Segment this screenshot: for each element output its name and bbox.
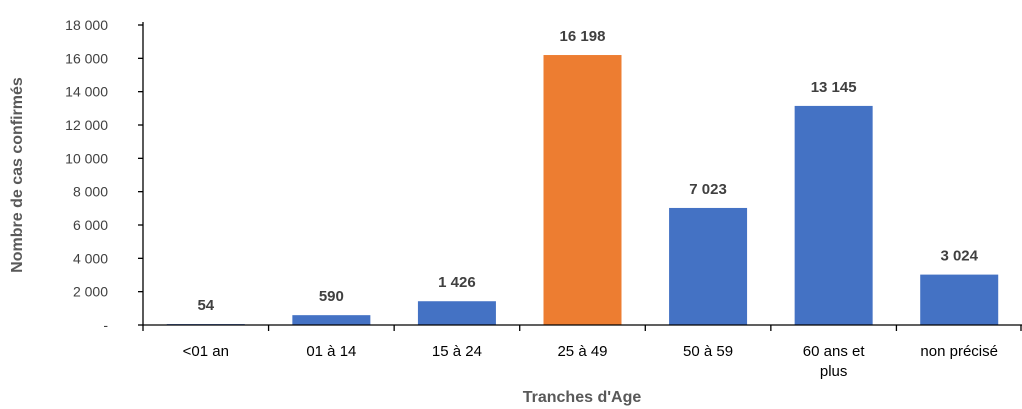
y-tick-label: 4 000	[73, 250, 108, 266]
y-tick-label: -	[103, 317, 108, 333]
y-tick-label: 18 000	[65, 17, 108, 33]
bars: 54 590 1 426 16 198 7 023 13 145 3 024	[166, 28, 999, 326]
y-tick-label: 6 000	[73, 217, 108, 233]
x-tick-label: 50 à 59	[683, 343, 733, 360]
y-tick-label: 12 000	[65, 117, 108, 133]
x-tick-label: 25 à 49	[557, 343, 607, 360]
bar	[543, 55, 622, 326]
bar	[292, 315, 371, 325]
y-tick-label: 2 000	[73, 284, 108, 300]
bar-value-label: 1 426	[438, 274, 476, 291]
x-tick-label: non précisé	[920, 343, 998, 360]
x-tick-label: 15 à 24	[432, 343, 482, 360]
y-tick-label: 14 000	[65, 84, 108, 100]
bar-value-label: 16 198	[560, 28, 606, 45]
bar	[920, 274, 999, 325]
x-axis: <01 an 01 à 14 15 à 24 25 à 49 50 à 59 60 ans…	[142, 324, 1022, 380]
bar-value-label: 590	[319, 288, 344, 305]
bar-value-label: 54	[197, 297, 214, 314]
x-tick-label: plus	[820, 363, 848, 380]
y-tick-label: 16 000	[65, 50, 108, 66]
y-tick-label: 10 000	[65, 150, 108, 166]
y-tick-label: 8 000	[73, 184, 108, 200]
y-axis-title: Nombre de cas confirmés	[9, 77, 26, 273]
x-axis-title: Tranches d'Age	[523, 389, 642, 406]
y-axis: - 2 000 4 000 6 000 8 000 10 000 12 000 14 000 1…	[65, 17, 144, 333]
x-tick-label: <01 an	[183, 343, 229, 360]
bar	[794, 105, 873, 326]
x-tick-label: 01 à 14	[306, 343, 356, 360]
x-tick-label: 60 ans et	[803, 343, 866, 360]
bar-value-label: 13 145	[811, 79, 857, 96]
bar-value-label: 3 024	[940, 248, 978, 265]
bar-value-label: 7 023	[689, 181, 727, 198]
bar	[669, 207, 748, 325]
bar	[417, 301, 496, 325]
